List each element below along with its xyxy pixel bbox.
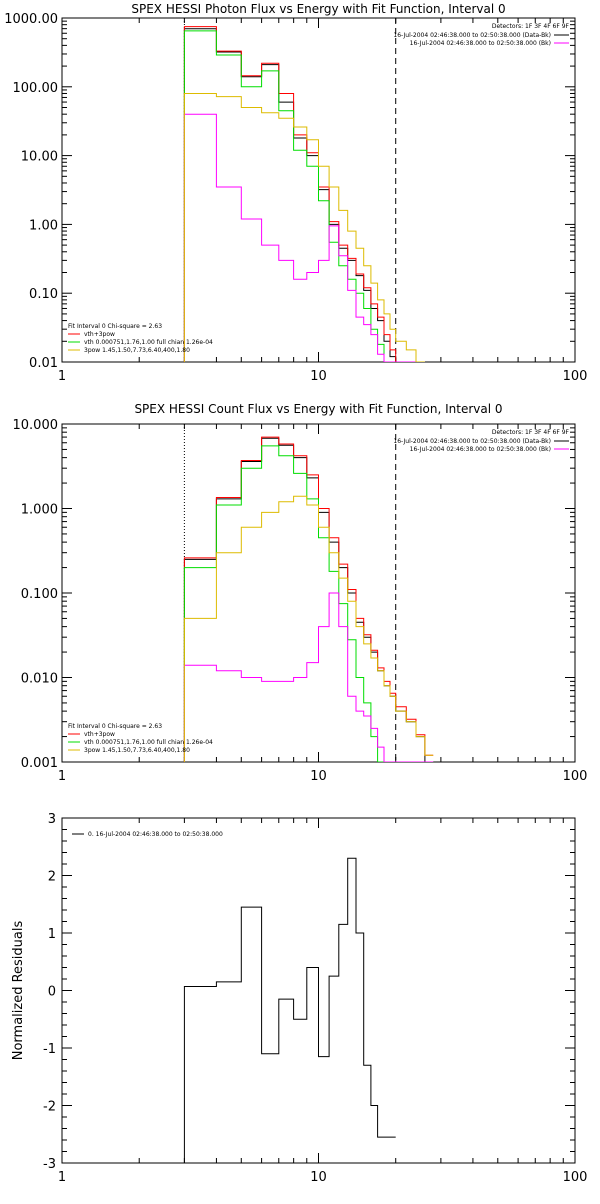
fit-legend-header: Fit Interval 0 Chi-square = 2.63 [68, 723, 162, 730]
chart-panel-2: 1 10 100 -3 -2 -1 0 1 2 3 Normalized Residuals 0. 1… [11, 812, 587, 1185]
y-tick-label: -2 [43, 1100, 56, 1115]
y-tick-label: 2 [48, 870, 56, 885]
y-tick-label: 0 [48, 985, 56, 1000]
legend-entry: 16-Jul-2004 02:46:38.000 to 02:50:38.000… [410, 446, 551, 453]
legend-header: Detectors: 1F 3F 4F 6F 9F [492, 429, 570, 436]
y-tick-label: 10.000 [13, 418, 59, 433]
chart-title: SPEX HESSI Count Flux vs Energy with Fit… [134, 402, 502, 416]
x-tick-label: 1 [58, 769, 66, 784]
series-line-2 [183, 30, 425, 362]
series-line-3 [183, 592, 434, 762]
series-line-4 [183, 495, 434, 762]
legend-header: Detectors: 1F 3F 4F 6F 9F [492, 23, 570, 30]
y-tick-label: 10.00 [21, 150, 58, 165]
x-tick-label: 100 [563, 769, 588, 784]
fit-legend-entry: 3pow 1.45,1.50,7.73,6.40,400,1.80 [84, 747, 190, 754]
y-tick-label: -1 [43, 1042, 56, 1057]
y-tick-label: 1.00 [29, 218, 58, 233]
y-tick-label: 0.01 [29, 356, 58, 371]
chart-panel-0: SPEX HESSI Photon Flux vs Energy with Fi… [4, 2, 587, 384]
legend-entry: 16-Jul-2004 02:46:38.000 to 02:50:38.000… [410, 40, 551, 47]
y-tick-label: 1 [48, 927, 56, 942]
legend-entry: 16-Jul-2004 02:46:38.000 to 02:50:38.000… [393, 32, 551, 39]
fit-legend-entry: vth+3pow [84, 331, 115, 338]
y-tick-label: 0.001 [21, 756, 58, 771]
series-line-1 [183, 436, 434, 762]
fit-legend-entry: 3pow 1.45,1.50,7.73,6.40,400,1.80 [84, 347, 190, 354]
fit-legend-header: Fit Interval 0 Chi-square = 2.63 [68, 323, 162, 330]
x-tick-label: 10 [310, 369, 327, 384]
x-tick-label: 1 [58, 1170, 66, 1185]
legend-entry: 16-Jul-2004 02:46:38.000 to 02:50:38.000… [393, 438, 551, 445]
x-tick-label: 10 [310, 769, 327, 784]
series-line-2 [183, 445, 434, 762]
fit-legend-entry: vth 0.000751,1.76,1.00 full chian 1.26e-… [84, 739, 213, 746]
y-tick-label: 0.010 [21, 672, 58, 687]
y-tick-label: 0.10 [29, 287, 58, 302]
y-tick-label: 100.00 [13, 81, 59, 96]
chart-panel-1: SPEX HESSI Count Flux vs Energy with Fit… [13, 402, 588, 784]
fit-legend-entry: vth 0.000751,1.76,1.00 full chian 1.26e-… [84, 339, 213, 346]
residual-legend-entry: 0. 16-Jul-2004 02:46:38.000 to 02:50:38.… [88, 831, 223, 838]
series-line-0 [183, 857, 396, 1163]
y-tick-label: -3 [43, 1157, 56, 1172]
series-line-4 [183, 93, 425, 362]
y-tick-label: 3 [48, 812, 56, 827]
chart-title: SPEX HESSI Photon Flux vs Energy with Fi… [131, 2, 505, 16]
series-line-3 [183, 113, 425, 362]
x-tick-label: 10 [310, 1170, 327, 1185]
y-tick-label: 1.000 [21, 503, 58, 518]
y-tick-label: 0.100 [21, 587, 58, 602]
series-line-1 [183, 26, 425, 362]
series-line-0 [183, 28, 425, 362]
x-tick-label: 1 [58, 369, 66, 384]
y-axis-label: Normalized Residuals [11, 921, 26, 1061]
x-tick-label: 100 [563, 1170, 588, 1185]
fit-legend-entry: vth+3pow [84, 731, 115, 738]
y-tick-label: 1000.00 [4, 12, 58, 27]
x-tick-label: 100 [563, 369, 588, 384]
